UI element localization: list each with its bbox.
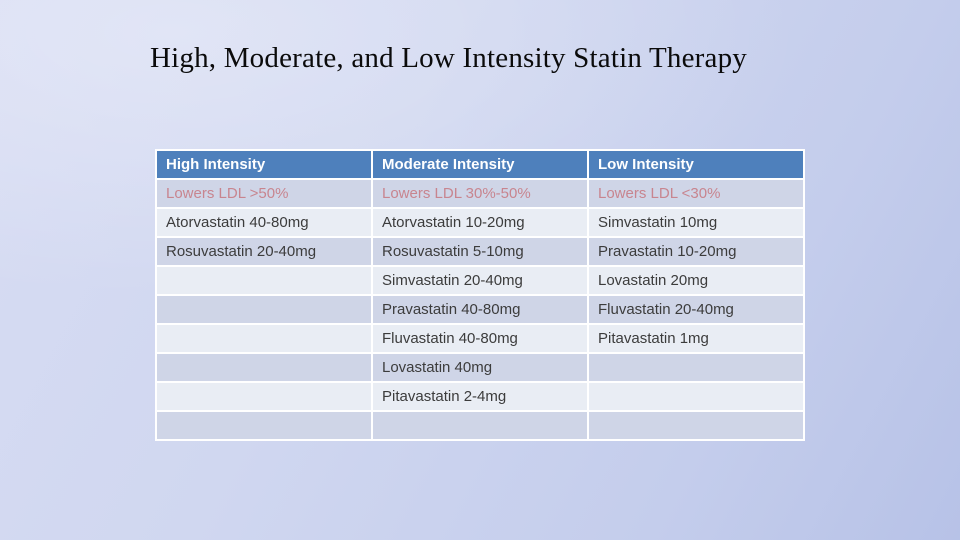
table-cell: Atorvastatin 10-20mg bbox=[371, 207, 589, 238]
table-cell: Pravastatin 40-80mg bbox=[371, 294, 589, 325]
table-cell bbox=[371, 410, 589, 441]
table-cell bbox=[155, 352, 373, 383]
table-cell: Pitavastatin 2-4mg bbox=[371, 381, 589, 412]
table-row-empty bbox=[155, 410, 805, 441]
table-cell: Pravastatin 10-20mg bbox=[587, 236, 805, 267]
table-row: Simvastatin 20-40mg Lovastatin 20mg bbox=[155, 265, 805, 296]
table-cell: Lovastatin 20mg bbox=[587, 265, 805, 296]
table-cell: Lowers LDL >50% bbox=[155, 178, 373, 209]
table-cell: Rosuvastatin 5-10mg bbox=[371, 236, 589, 267]
table-cell: Fluvastatin 40-80mg bbox=[371, 323, 589, 354]
table-row: Rosuvastatin 20-40mg Rosuvastatin 5-10mg… bbox=[155, 236, 805, 267]
table-row: Pitavastatin 2-4mg bbox=[155, 381, 805, 412]
slide-title: High, Moderate, and Low Intensity Statin… bbox=[150, 42, 747, 74]
statin-intensity-table: High Intensity Moderate Intensity Low In… bbox=[155, 149, 805, 441]
table-cell: Lowers LDL <30% bbox=[587, 178, 805, 209]
table-cell bbox=[587, 410, 805, 441]
column-header-high-intensity: High Intensity bbox=[155, 149, 373, 180]
table-cell: Fluvastatin 20-40mg bbox=[587, 294, 805, 325]
table-header-row: High Intensity Moderate Intensity Low In… bbox=[155, 149, 805, 180]
table-cell: Atorvastatin 40-80mg bbox=[155, 207, 373, 238]
column-header-low-intensity: Low Intensity bbox=[587, 149, 805, 180]
column-header-moderate-intensity: Moderate Intensity bbox=[371, 149, 589, 180]
table-cell: Lovastatin 40mg bbox=[371, 352, 589, 383]
table-row: Atorvastatin 40-80mg Atorvastatin 10-20m… bbox=[155, 207, 805, 238]
table-cell bbox=[587, 381, 805, 412]
table-row: Lovastatin 40mg bbox=[155, 352, 805, 383]
table-cell: Lowers LDL 30%-50% bbox=[371, 178, 589, 209]
table-cell bbox=[155, 294, 373, 325]
table-cell: Rosuvastatin 20-40mg bbox=[155, 236, 373, 267]
table-cell bbox=[155, 381, 373, 412]
table-row-ldl-lowering: Lowers LDL >50% Lowers LDL 30%-50% Lower… bbox=[155, 178, 805, 209]
table-cell bbox=[155, 410, 373, 441]
table-row: Fluvastatin 40-80mg Pitavastatin 1mg bbox=[155, 323, 805, 354]
table-cell: Pitavastatin 1mg bbox=[587, 323, 805, 354]
table-cell bbox=[155, 323, 373, 354]
table-row: Pravastatin 40-80mg Fluvastatin 20-40mg bbox=[155, 294, 805, 325]
table-cell: Simvastatin 10mg bbox=[587, 207, 805, 238]
table-cell: Simvastatin 20-40mg bbox=[371, 265, 589, 296]
table-cell bbox=[587, 352, 805, 383]
table-cell bbox=[155, 265, 373, 296]
